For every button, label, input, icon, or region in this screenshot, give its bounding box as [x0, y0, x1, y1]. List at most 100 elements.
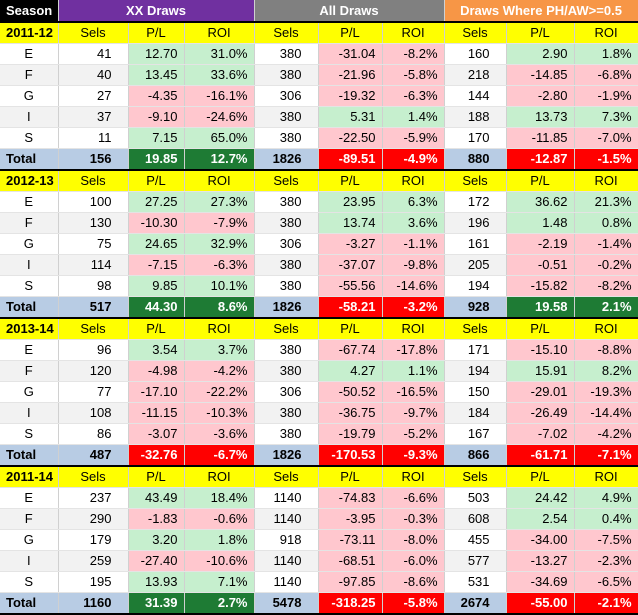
column-header-cell[interactable]: Sels — [254, 465, 319, 488]
sels-cell[interactable]: 1140 — [254, 487, 319, 509]
sels-cell[interactable]: 194 — [444, 275, 507, 297]
sels-cell[interactable]: 380 — [254, 254, 319, 276]
sels-cell[interactable]: 531 — [444, 571, 507, 593]
column-header-cell[interactable]: Sels — [444, 21, 507, 44]
sels-cell[interactable]: 96 — [58, 339, 129, 361]
pl-cell[interactable]: -31.04 — [318, 43, 383, 65]
sels-cell[interactable]: 172 — [444, 191, 507, 213]
roi-cell[interactable]: -16.1% — [184, 85, 255, 107]
total-roi-cell[interactable]: -5.8% — [382, 592, 445, 615]
roi-cell[interactable]: 0.8% — [574, 212, 638, 234]
row-label-cell[interactable]: S — [0, 423, 59, 445]
sels-cell[interactable]: 380 — [254, 402, 319, 424]
roi-cell[interactable]: 4.9% — [574, 487, 638, 509]
pl-cell[interactable]: 15.91 — [506, 360, 575, 382]
roi-cell[interactable]: 1.4% — [382, 106, 445, 128]
pl-cell[interactable]: -1.83 — [128, 508, 185, 530]
sels-cell[interactable]: 380 — [254, 127, 319, 149]
sels-cell[interactable]: 86 — [58, 423, 129, 445]
pl-cell[interactable]: -34.69 — [506, 571, 575, 593]
sels-cell[interactable]: 290 — [58, 508, 129, 530]
roi-cell[interactable]: -9.8% — [382, 254, 445, 276]
total-roi-cell[interactable]: -9.3% — [382, 444, 445, 467]
sels-cell[interactable]: 167 — [444, 423, 507, 445]
pl-cell[interactable]: -3.95 — [318, 508, 383, 530]
sels-cell[interactable]: 380 — [254, 339, 319, 361]
roi-cell[interactable]: -10.3% — [184, 402, 255, 424]
column-header-cell[interactable]: ROI — [184, 317, 255, 340]
sels-cell[interactable]: 98 — [58, 275, 129, 297]
sels-cell[interactable]: 144 — [444, 85, 507, 107]
sels-cell[interactable]: 77 — [58, 381, 129, 403]
roi-cell[interactable]: -8.0% — [382, 529, 445, 551]
pl-cell[interactable]: -34.00 — [506, 529, 575, 551]
column-header-cell[interactable]: ROI — [574, 21, 638, 44]
pl-cell[interactable]: -15.82 — [506, 275, 575, 297]
total-roi-cell[interactable]: 12.7% — [184, 148, 255, 171]
roi-cell[interactable]: -6.6% — [382, 487, 445, 509]
sels-cell[interactable]: 1140 — [254, 571, 319, 593]
pl-cell[interactable]: 3.20 — [128, 529, 185, 551]
column-header-cell[interactable]: P/L — [506, 317, 575, 340]
sels-cell[interactable]: 130 — [58, 212, 129, 234]
row-label-cell[interactable]: G — [0, 233, 59, 255]
sels-cell[interactable]: 918 — [254, 529, 319, 551]
total-sels-cell[interactable]: 2674 — [444, 592, 507, 615]
total-sels-cell[interactable]: 928 — [444, 296, 507, 319]
pl-cell[interactable]: 13.73 — [506, 106, 575, 128]
column-header-cell[interactable]: P/L — [128, 21, 185, 44]
pl-cell[interactable]: -74.83 — [318, 487, 383, 509]
pl-cell[interactable]: 24.65 — [128, 233, 185, 255]
xx-draws-header[interactable]: XX Draws — [58, 0, 255, 23]
roi-cell[interactable]: -8.8% — [574, 339, 638, 361]
pl-cell[interactable]: -11.85 — [506, 127, 575, 149]
column-header-cell[interactable]: ROI — [382, 465, 445, 488]
column-header-cell[interactable]: ROI — [574, 465, 638, 488]
total-label-cell[interactable]: Total — [0, 296, 59, 319]
sels-cell[interactable]: 108 — [58, 402, 129, 424]
sels-cell[interactable]: 196 — [444, 212, 507, 234]
sels-cell[interactable]: 380 — [254, 360, 319, 382]
pl-cell[interactable]: -3.07 — [128, 423, 185, 445]
column-header-cell[interactable]: ROI — [382, 21, 445, 44]
roi-cell[interactable]: -22.2% — [184, 381, 255, 403]
total-pl-cell[interactable]: 31.39 — [128, 592, 185, 615]
pl-cell[interactable]: -4.98 — [128, 360, 185, 382]
row-label-cell[interactable]: G — [0, 381, 59, 403]
pl-cell[interactable]: 13.45 — [128, 64, 185, 86]
column-header-cell[interactable]: Sels — [58, 465, 129, 488]
sels-cell[interactable]: 1140 — [254, 550, 319, 572]
season-header[interactable]: Season — [0, 0, 59, 23]
season-label[interactable]: 2011-12 — [0, 21, 59, 44]
column-header-cell[interactable]: ROI — [574, 169, 638, 192]
total-pl-cell[interactable]: -89.51 — [318, 148, 383, 171]
sels-cell[interactable]: 380 — [254, 43, 319, 65]
total-pl-cell[interactable]: -170.53 — [318, 444, 383, 467]
sels-cell[interactable]: 306 — [254, 381, 319, 403]
pl-cell[interactable]: -15.10 — [506, 339, 575, 361]
total-pl-cell[interactable]: -61.71 — [506, 444, 575, 467]
row-label-cell[interactable]: F — [0, 64, 59, 86]
sels-cell[interactable]: 75 — [58, 233, 129, 255]
roi-cell[interactable]: -4.2% — [184, 360, 255, 382]
row-label-cell[interactable]: G — [0, 529, 59, 551]
column-header-cell[interactable]: P/L — [506, 465, 575, 488]
roi-cell[interactable]: -24.6% — [184, 106, 255, 128]
row-label-cell[interactable]: S — [0, 275, 59, 297]
column-header-cell[interactable]: Sels — [444, 317, 507, 340]
pl-cell[interactable]: -22.50 — [318, 127, 383, 149]
roi-cell[interactable]: -17.8% — [382, 339, 445, 361]
total-roi-cell[interactable]: -1.5% — [574, 148, 638, 171]
pl-cell[interactable]: -17.10 — [128, 381, 185, 403]
roi-cell[interactable]: -14.4% — [574, 402, 638, 424]
sels-cell[interactable]: 161 — [444, 233, 507, 255]
pl-cell[interactable]: -67.74 — [318, 339, 383, 361]
column-header-cell[interactable]: ROI — [184, 169, 255, 192]
pl-cell[interactable]: -4.35 — [128, 85, 185, 107]
roi-cell[interactable]: -5.8% — [382, 64, 445, 86]
sels-cell[interactable]: 37 — [58, 106, 129, 128]
row-label-cell[interactable]: F — [0, 508, 59, 530]
pl-cell[interactable]: 36.62 — [506, 191, 575, 213]
column-header-cell[interactable]: Sels — [254, 169, 319, 192]
roi-cell[interactable]: -8.6% — [382, 571, 445, 593]
